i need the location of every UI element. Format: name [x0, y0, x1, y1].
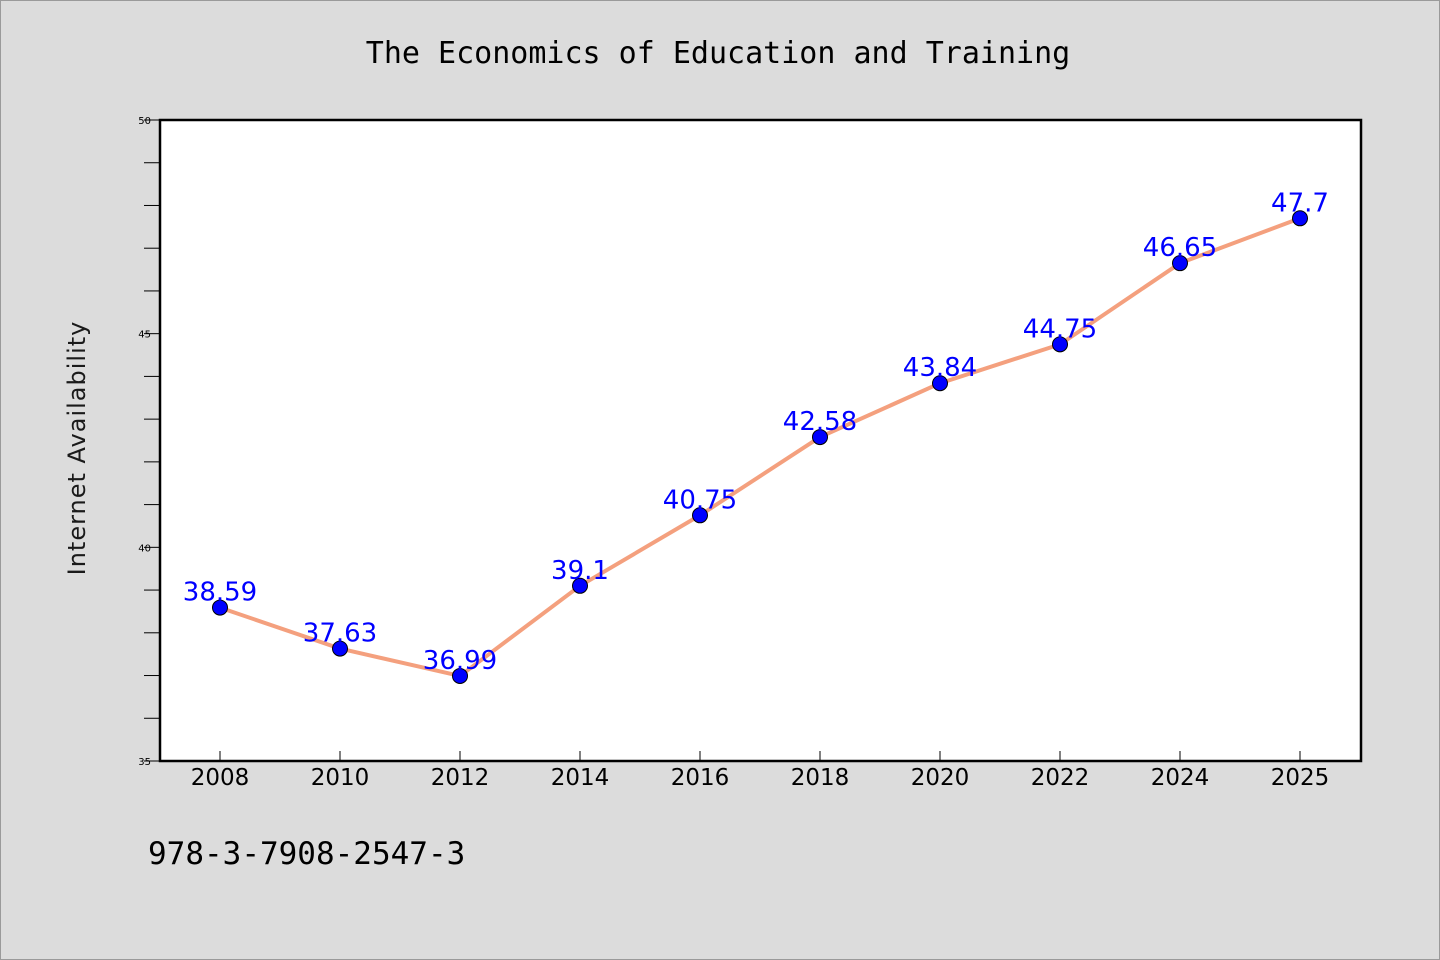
data-point	[332, 640, 348, 657]
x-tick-label: 2025	[1271, 765, 1330, 791]
y-tick-label: 50	[138, 116, 151, 127]
data-label: 43.84	[903, 353, 977, 383]
data-point	[692, 507, 708, 524]
x-tick-label: 2012	[431, 765, 490, 791]
x-tick-label: 2014	[551, 765, 610, 791]
data-label: 38.59	[183, 578, 257, 608]
data-point	[932, 375, 948, 392]
x-tick-label: 2008	[191, 765, 250, 791]
data-label: 44.75	[1023, 314, 1097, 344]
data-point	[452, 667, 468, 684]
x-tick-label: 2018	[791, 765, 850, 791]
data-point	[1172, 255, 1188, 272]
x-tick-label: 2024	[1151, 765, 1210, 791]
series-group	[212, 210, 1308, 684]
y-axis-label: Internet Availability	[63, 321, 91, 576]
data-label: 36.99	[423, 646, 497, 676]
data-point	[1052, 336, 1068, 353]
data-point	[1292, 210, 1308, 227]
data-label: 42.58	[783, 407, 857, 437]
data-labels: 38.59 37.63 36.99 39.1 40.75 42.58 43.84 44.75 4…	[183, 188, 1329, 676]
x-tick-label: 2016	[671, 765, 730, 791]
y-tick-label: 45	[138, 330, 151, 341]
data-point	[212, 599, 228, 616]
data-label: 37.63	[303, 619, 377, 649]
data-label: 39.1	[551, 556, 609, 586]
x-tick-label: 2010	[311, 765, 370, 791]
data-label: 47.7	[1271, 188, 1329, 218]
y-axis: 35 40 45 50	[138, 116, 160, 768]
data-label: 46.65	[1143, 233, 1217, 263]
chart-title: The Economics of Education and Training	[366, 36, 1070, 71]
series-line	[219, 216, 1301, 678]
data-label: 40.75	[663, 485, 737, 515]
x-axis: 2008 2010 2012 2014 2016 2018 2020 2022 2024 2025	[191, 751, 1330, 791]
data-point	[572, 577, 588, 594]
y-tick-label: 40	[138, 543, 151, 554]
x-tick-label: 2022	[1031, 765, 1090, 791]
plot-area	[158, 118, 1363, 763]
data-point	[812, 429, 828, 446]
y-tick-label: 35	[138, 757, 151, 768]
isbn-text: 978-3-7908-2547-3	[148, 836, 465, 872]
x-tick-label: 2020	[911, 765, 970, 791]
